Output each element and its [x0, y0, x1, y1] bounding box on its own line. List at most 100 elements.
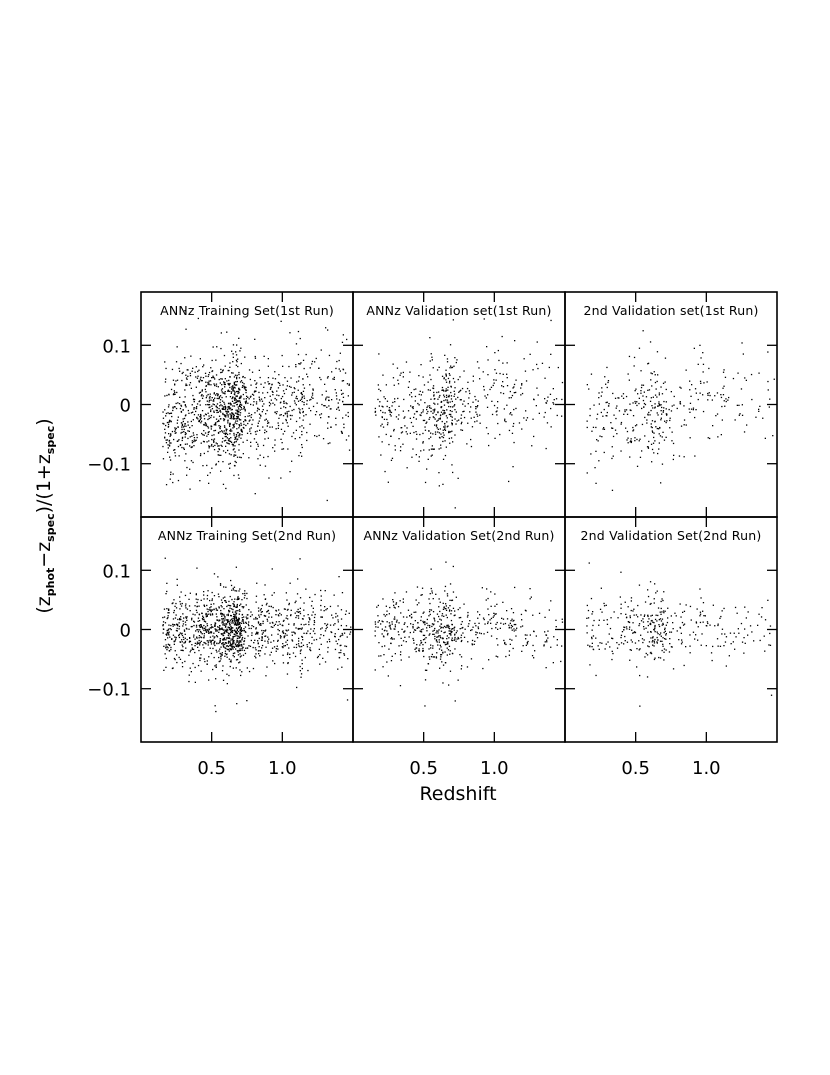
data-point [204, 432, 207, 434]
data-point [197, 631, 200, 633]
data-point [192, 411, 194, 413]
data-point [191, 370, 193, 372]
data-point [707, 437, 709, 439]
data-point [181, 431, 183, 433]
data-point [443, 615, 445, 617]
data-point [213, 441, 215, 443]
data-point [637, 604, 639, 607]
data-point [697, 626, 699, 628]
data-point [226, 414, 228, 416]
data-point [308, 621, 310, 623]
data-point [184, 396, 186, 398]
data-point [215, 463, 217, 465]
data-point [166, 394, 168, 397]
data-point [428, 656, 430, 658]
data-point [168, 394, 170, 396]
data-point [679, 401, 681, 403]
data-point [271, 426, 273, 428]
data-point [466, 443, 468, 445]
data-point [257, 650, 260, 652]
data-point [653, 452, 655, 454]
data-point [257, 422, 259, 424]
data-point [547, 630, 549, 632]
data-point [489, 619, 491, 621]
data-point [229, 402, 231, 404]
data-point [174, 391, 176, 394]
data-point [194, 440, 196, 442]
data-point [502, 373, 504, 375]
data-point [532, 369, 534, 371]
data-point [526, 641, 528, 644]
data-point [657, 405, 659, 407]
data-point [236, 456, 239, 458]
data-point [221, 405, 223, 407]
data-point [448, 382, 451, 384]
data-point [424, 429, 427, 431]
data-point [444, 608, 446, 610]
data-point [217, 411, 219, 413]
data-point [243, 406, 245, 409]
data-point [235, 399, 237, 401]
data-point [378, 642, 380, 644]
data-point [170, 388, 173, 391]
data-point [299, 337, 301, 340]
data-point [211, 598, 213, 600]
data-point [438, 615, 440, 618]
data-point [508, 624, 510, 626]
data-point [286, 422, 288, 424]
data-point [608, 403, 610, 405]
data-point [230, 437, 232, 439]
data-point [192, 461, 194, 464]
data-point [219, 401, 221, 404]
data-point [231, 415, 233, 417]
data-point [238, 434, 240, 436]
data-point [207, 640, 209, 642]
data-point [422, 650, 424, 652]
data-point [181, 639, 183, 641]
data-point [335, 367, 337, 370]
data-point [525, 410, 527, 412]
data-point [690, 619, 692, 621]
data-point [215, 609, 218, 611]
data-point [349, 631, 352, 633]
data-point [224, 408, 226, 411]
data-point [432, 385, 435, 387]
data-point [214, 636, 216, 638]
data-point [461, 639, 463, 642]
data-point [294, 655, 297, 658]
data-point [442, 409, 444, 411]
data-point [207, 393, 209, 396]
data-point [596, 418, 598, 420]
data-point [198, 369, 200, 371]
data-point [451, 628, 453, 630]
data-point [450, 633, 452, 635]
data-point [593, 619, 595, 622]
data-point [422, 391, 424, 393]
data-point [164, 432, 167, 434]
data-point [682, 611, 684, 613]
data-point [629, 441, 631, 443]
data-point [241, 645, 243, 647]
data-point [642, 399, 645, 402]
data-point [689, 645, 691, 647]
data-point [203, 452, 205, 455]
data-point [595, 637, 597, 639]
data-point [250, 416, 252, 419]
data-point [388, 409, 390, 411]
data-point [204, 424, 206, 426]
data-point [329, 605, 332, 608]
data-point [384, 398, 386, 400]
data-point [415, 650, 417, 653]
data-point [179, 396, 181, 398]
data-point [310, 410, 312, 412]
data-point [381, 405, 383, 407]
data-point [499, 433, 501, 436]
data-point [179, 596, 181, 598]
data-point [344, 613, 347, 615]
data-point [225, 642, 227, 644]
data-point [448, 413, 451, 416]
data-point [721, 405, 723, 408]
data-point [257, 643, 259, 645]
data-point [518, 422, 521, 424]
data-point [176, 440, 178, 442]
